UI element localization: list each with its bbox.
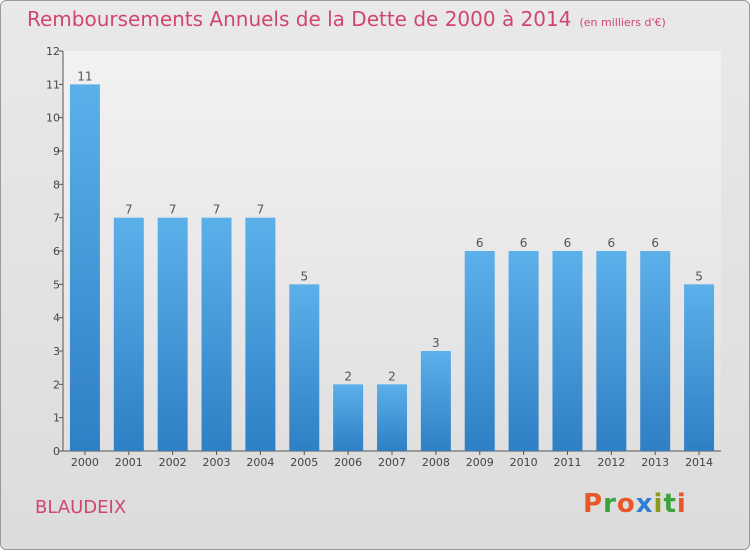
logo-letter: x xyxy=(635,489,654,519)
data-label: 5 xyxy=(695,269,703,283)
bar xyxy=(596,251,627,451)
data-label: 6 xyxy=(476,236,484,250)
bar xyxy=(640,251,671,451)
data-label: 7 xyxy=(125,203,133,217)
x-tick-label: 2014 xyxy=(685,456,713,469)
bar xyxy=(69,84,100,451)
data-label: 6 xyxy=(651,236,659,250)
x-tick-label: 2000 xyxy=(71,456,99,469)
bar xyxy=(113,217,144,451)
bar xyxy=(420,351,451,451)
proxiti-logo: Proxiti xyxy=(583,489,687,519)
bar xyxy=(508,251,539,451)
bar xyxy=(333,384,364,451)
bar xyxy=(157,217,188,451)
chart-title-text: Remboursements Annuels de la Dette de 20… xyxy=(27,7,572,31)
y-tick-label: 12 xyxy=(46,45,60,58)
data-label: 11 xyxy=(77,69,92,83)
logo-letter: i xyxy=(676,489,687,519)
x-tick-label: 2002 xyxy=(159,456,187,469)
data-label: 5 xyxy=(300,269,308,283)
x-tick-label: 2013 xyxy=(641,456,669,469)
y-tick-label: 0 xyxy=(53,445,60,458)
data-label: 7 xyxy=(169,203,177,217)
data-label: 7 xyxy=(213,203,221,217)
bar xyxy=(377,384,407,451)
x-tick-label: 2001 xyxy=(115,456,143,469)
y-tick-label: 8 xyxy=(53,178,60,191)
y-tick-label: 7 xyxy=(53,212,60,225)
x-tick-label: 2003 xyxy=(203,456,231,469)
bar xyxy=(684,284,715,451)
logo-letter: P xyxy=(583,489,604,519)
bar xyxy=(245,217,276,451)
chart-unit-note: (en milliers d'€) xyxy=(579,16,666,29)
x-tick-label: 2010 xyxy=(510,456,538,469)
data-label: 3 xyxy=(432,336,440,350)
y-tick-label: 10 xyxy=(46,112,60,125)
bar xyxy=(201,217,232,451)
logo-letter: o xyxy=(616,489,636,519)
x-tick-label: 2009 xyxy=(466,456,494,469)
y-tick-label: 1 xyxy=(53,412,60,425)
data-label: 6 xyxy=(520,236,528,250)
logo-letter: t xyxy=(663,489,677,519)
bar xyxy=(464,251,495,451)
logo-letter: i xyxy=(653,489,664,519)
y-tick-label: 9 xyxy=(53,145,60,158)
y-tick-label: 6 xyxy=(53,245,60,258)
x-tick-label: 2005 xyxy=(290,456,318,469)
data-label: 7 xyxy=(257,203,265,217)
chart-title: Remboursements Annuels de la Dette de 20… xyxy=(27,7,666,31)
y-tick-label: 11 xyxy=(46,78,60,91)
commune-name: BLAUDEIX xyxy=(35,497,127,518)
y-tick-label: 5 xyxy=(53,278,60,291)
y-tick-label: 4 xyxy=(53,312,60,325)
bar xyxy=(289,284,320,451)
data-label: 6 xyxy=(608,236,616,250)
y-tick-label: 2 xyxy=(53,378,60,391)
data-label: 2 xyxy=(388,369,396,383)
x-tick-label: 2007 xyxy=(378,456,406,469)
data-label: 6 xyxy=(564,236,572,250)
x-tick-label: 2006 xyxy=(334,456,362,469)
x-tick-label: 2008 xyxy=(422,456,450,469)
bar xyxy=(552,251,583,451)
x-tick-label: 2011 xyxy=(553,456,581,469)
x-tick-label: 2012 xyxy=(597,456,625,469)
data-label: 2 xyxy=(344,369,352,383)
x-tick-label: 2004 xyxy=(246,456,274,469)
y-tick-label: 3 xyxy=(53,345,60,358)
logo-letter: r xyxy=(603,489,617,519)
